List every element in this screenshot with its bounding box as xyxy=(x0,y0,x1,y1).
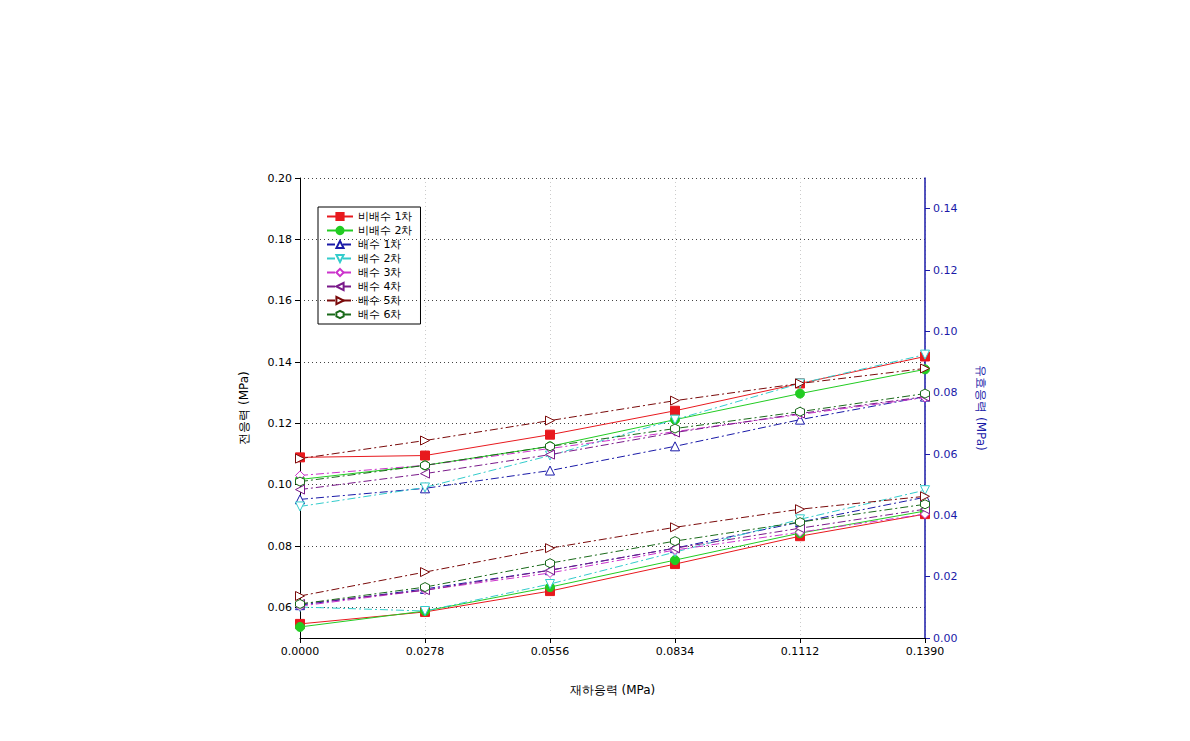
svg-text:0.08: 0.08 xyxy=(268,540,293,553)
svg-text:0.0000: 0.0000 xyxy=(281,645,320,658)
svg-text:0.0834: 0.0834 xyxy=(656,645,695,658)
svg-text:배수 6차: 배수 6차 xyxy=(358,308,402,321)
svg-text:전응력 (MPa): 전응력 (MPa) xyxy=(237,371,251,445)
svg-text:배수 2차: 배수 2차 xyxy=(358,252,402,265)
svg-text:0.02: 0.02 xyxy=(933,570,958,583)
svg-text:0.04: 0.04 xyxy=(933,509,958,522)
svg-text:0.12: 0.12 xyxy=(933,264,958,277)
svg-text:0.10: 0.10 xyxy=(268,478,293,491)
svg-text:배수 1차: 배수 1차 xyxy=(358,238,402,251)
svg-text:0.0278: 0.0278 xyxy=(406,645,445,658)
svg-text:비배수 2차: 비배수 2차 xyxy=(358,224,413,237)
svg-text:0.16: 0.16 xyxy=(268,294,293,307)
svg-text:배수 5차: 배수 5차 xyxy=(358,294,402,307)
svg-text:배수 3차: 배수 3차 xyxy=(358,266,402,279)
svg-text:0.20: 0.20 xyxy=(268,172,293,185)
svg-text:0.08: 0.08 xyxy=(933,386,958,399)
svg-text:0.1390: 0.1390 xyxy=(906,645,945,658)
svg-text:비배수 1차: 비배수 1차 xyxy=(358,210,413,223)
svg-text:0.14: 0.14 xyxy=(268,356,293,369)
svg-text:0.18: 0.18 xyxy=(268,233,293,246)
svg-text:0.0556: 0.0556 xyxy=(531,645,570,658)
svg-text:유효응력 (MPa): 유효응력 (MPa) xyxy=(974,365,988,451)
svg-text:0.06: 0.06 xyxy=(933,448,958,461)
svg-text:0.12: 0.12 xyxy=(268,417,293,430)
svg-text:배수 4차: 배수 4차 xyxy=(358,280,402,293)
svg-text:0.00: 0.00 xyxy=(933,632,958,645)
svg-text:0.1112: 0.1112 xyxy=(781,645,820,658)
svg-text:재하응력 (MPa): 재하응력 (MPa) xyxy=(570,683,656,697)
svg-text:0.14: 0.14 xyxy=(933,202,958,215)
svg-text:0.06: 0.06 xyxy=(268,601,293,614)
svg-text:0.10: 0.10 xyxy=(933,325,958,338)
